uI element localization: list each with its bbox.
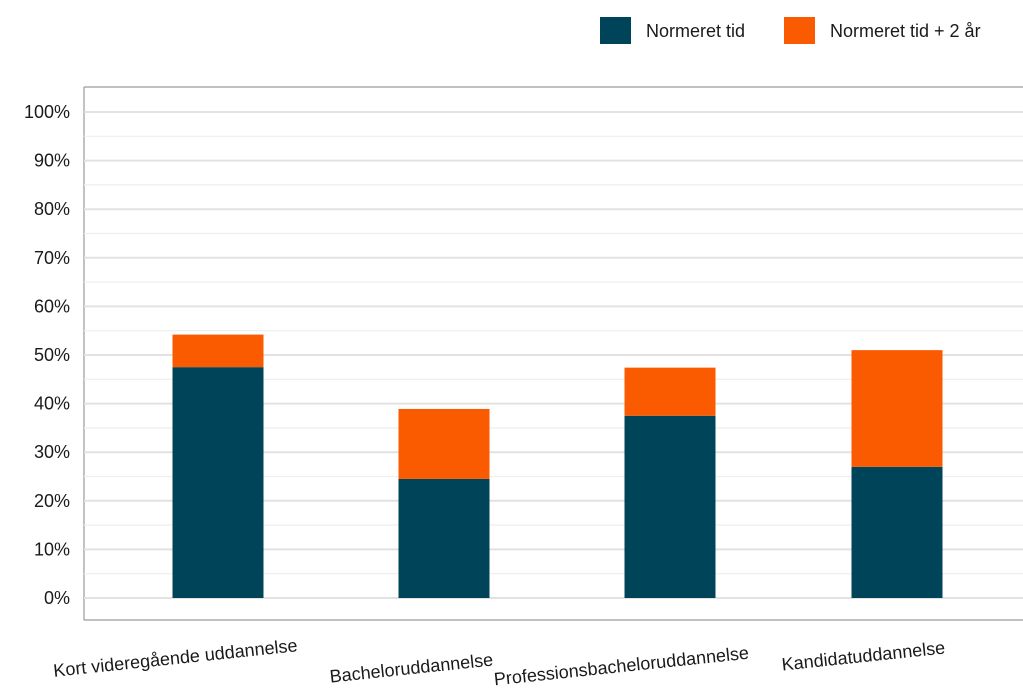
x-axis-labels: Kort videregående uddannelse Bachelorudda… [52, 635, 946, 689]
x-category-label: Bacheloruddannelse [329, 650, 494, 687]
y-tick-label: 90% [34, 151, 70, 171]
bar-segment-normeret-tid-plus-2 [624, 367, 716, 416]
x-category-label: Kandidatuddannelse [781, 638, 946, 675]
bar-segment-normeret-tid [624, 415, 716, 598]
bar-segment-normeret-tid [851, 466, 943, 598]
x-category-label: Kort videregående uddannelse [52, 635, 298, 681]
x-category-label: Professionsbacheloruddannelse [493, 643, 750, 690]
y-tick-label: 80% [34, 199, 70, 219]
y-tick-label: 100% [24, 102, 70, 122]
bar-segment-normeret-tid [398, 478, 490, 598]
y-tick-label: 50% [34, 345, 70, 365]
y-axis-ticks: 0% 10% 20% 30% 40% 50% 60% 70% 80% 90% 100% [24, 102, 70, 608]
plot-area [83, 86, 1023, 621]
bar-segment-normeret-tid-plus-2 [398, 408, 490, 479]
y-tick-label: 10% [34, 539, 70, 559]
y-tick-label: 70% [34, 248, 70, 268]
bars [172, 334, 943, 598]
legend-label: Normeret tid + 2 år [830, 21, 981, 41]
bar-segment-normeret-tid-plus-2 [851, 350, 943, 467]
legend-swatch [784, 17, 815, 44]
y-tick-label: 60% [34, 296, 70, 316]
y-tick-label: 20% [34, 491, 70, 511]
legend-label: Normeret tid [646, 21, 745, 41]
y-tick-label: 30% [34, 442, 70, 462]
legend: Normeret tid Normeret tid + 2 år [600, 17, 981, 44]
legend-swatch [600, 17, 631, 44]
y-tick-label: 40% [34, 394, 70, 414]
bar-segment-normeret-tid [172, 367, 264, 598]
y-tick-label: 0% [44, 588, 70, 608]
bar-segment-normeret-tid-plus-2 [172, 334, 264, 368]
